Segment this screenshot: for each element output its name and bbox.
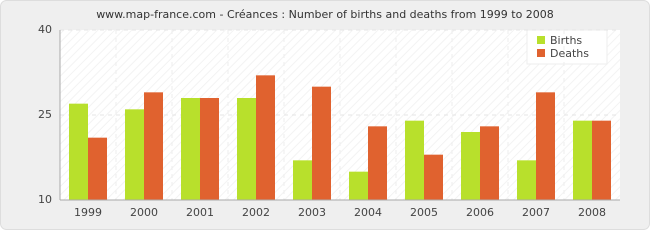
bar <box>125 109 144 200</box>
bar <box>405 120 424 200</box>
legend <box>526 29 608 65</box>
legend-box <box>526 29 608 65</box>
bar <box>517 160 536 200</box>
x-tick-label: 2006 <box>466 206 494 219</box>
bar <box>88 137 107 200</box>
x-tick-label: 2004 <box>354 206 382 219</box>
x-tick-label: 2003 <box>298 206 326 219</box>
y-tick-label: 40 <box>38 23 52 36</box>
x-tick-label: 2008 <box>578 206 606 219</box>
bar <box>293 160 312 200</box>
bar <box>461 132 480 200</box>
bar <box>181 98 200 200</box>
x-tick-label: 1999 <box>74 206 102 219</box>
chart: www.map-france.com - Créances : Number o… <box>0 0 650 230</box>
bar <box>368 126 387 200</box>
y-tick-label: 25 <box>38 108 52 121</box>
bar <box>144 92 163 200</box>
bar <box>480 126 499 200</box>
bar <box>424 154 443 200</box>
x-tick-label: 2001 <box>186 206 214 219</box>
x-tick-label: 2005 <box>410 206 438 219</box>
bar <box>237 98 256 200</box>
bar <box>312 86 331 200</box>
bar <box>573 120 592 200</box>
chart-title: www.map-france.com - Créances : Number o… <box>96 8 554 21</box>
x-tick-label: 2002 <box>242 206 270 219</box>
bar <box>349 171 368 200</box>
legend-swatch <box>537 36 545 44</box>
bar <box>69 103 88 200</box>
x-tick-label: 2007 <box>522 206 550 219</box>
y-tick-label: 10 <box>38 193 52 206</box>
legend-label: Deaths <box>550 47 589 60</box>
legend-swatch <box>537 49 545 57</box>
bar <box>592 120 611 200</box>
bar <box>256 75 275 200</box>
x-tick-label: 2000 <box>130 206 158 219</box>
bar <box>536 92 555 200</box>
legend-label: Births <box>550 34 582 47</box>
bar <box>200 98 219 200</box>
